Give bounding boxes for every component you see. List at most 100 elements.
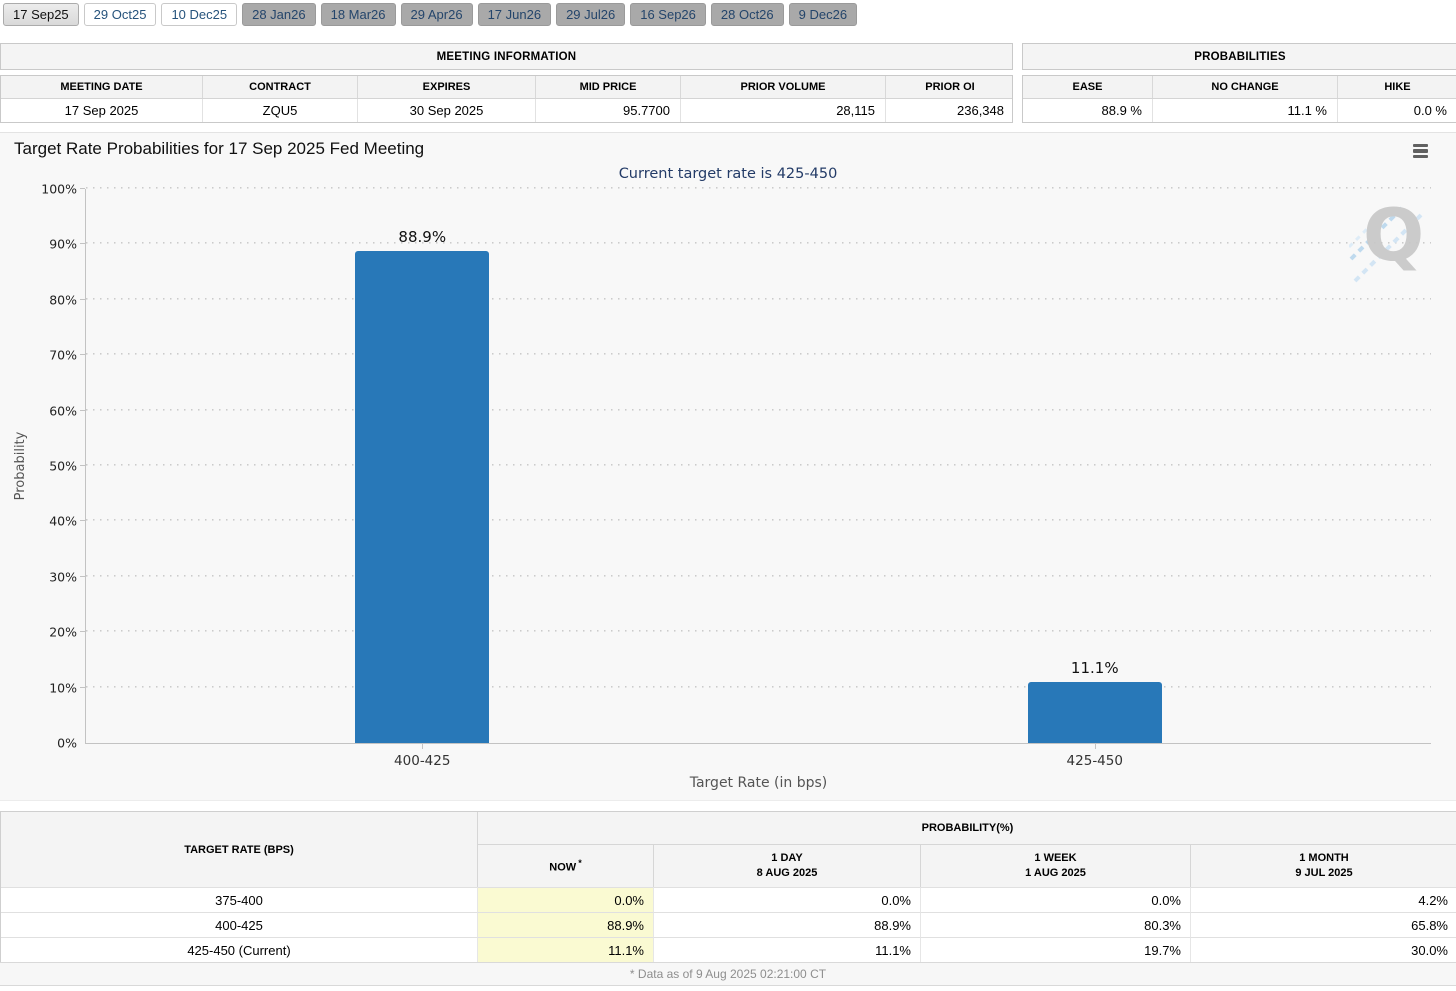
ease-value: 88.9 % [1023,99,1153,122]
week1-cell: 19.7% [921,937,1191,962]
header-mid-price: MID PRICE [536,76,681,98]
y-tick-mark [80,465,85,466]
gridline [86,353,1431,356]
y-tick-mark [80,298,85,300]
header-probability-group: PROBABILITY(%) [478,812,1456,845]
tab-10-dec25[interactable]: 10 Dec25 [161,3,238,26]
probabilities-row: 88.9 % 11.1 % 0.0 % [1023,99,1456,122]
probabilities-table: PROBABILITIES EASE NO CHANGE HIKE 88.9 %… [1022,43,1456,123]
now-asterisk: * [578,857,582,868]
prior-volume-value: 28,115 [681,99,886,122]
rate-cell: 375-400 [1,887,478,912]
gridline [86,574,1431,577]
y-tick-mark [80,243,85,245]
bar-425-450[interactable]: 11.1% [1027,659,1162,743]
tab-28-oct26[interactable]: 28 Oct26 [710,3,784,26]
x-category-label: 400-425 [394,753,451,769]
rate-cell: 400-425 [1,912,478,937]
history-row-400-425: 400-425 88.9% 88.9% 80.3% 65.8% [1,912,1456,937]
gridline [86,242,1431,245]
y-tick-mark [80,686,85,688]
meeting-date-tabbar: 17 Sep25 29 Oct25 10 Dec25 28 Jan26 18 M… [0,0,1456,30]
now-cell: 11.1% [478,937,654,962]
tab-16-sep26[interactable]: 16 Sep26 [630,3,706,26]
expires-value: 30 Sep 2025 [358,99,536,122]
y-tick-mark [80,409,85,411]
y-tick-label: 40% [49,513,77,529]
week1-cell: 80.3% [921,912,1191,937]
y-tick-mark [80,354,85,356]
header-1-month: 1 MONTH 9 JUL 2025 [1191,845,1456,887]
header-1-week: 1 WEEK 1 AUG 2025 [921,845,1191,887]
gridline [86,519,1431,522]
tab-28-jan26[interactable]: 28 Jan26 [242,3,316,26]
header-now: NOW * [478,845,654,887]
tab-29-oct25[interactable]: 29 Oct25 [83,3,157,26]
gridline [86,685,1431,688]
y-tick-label: 90% [49,236,77,252]
y-tick-label: 30% [49,569,77,585]
y-tick-mark [80,575,85,577]
gridline [86,464,1431,466]
y-tick-label: 20% [49,624,77,640]
tab-17-sep25[interactable]: 17 Sep25 [3,3,79,26]
quikstrike-watermark-logo: Q [1347,193,1429,289]
chart-subtitle: Current target rate is 425-450 [618,166,838,182]
rate-cell: 425-450 (Current) [1,937,478,962]
hamburger-menu-icon [1412,143,1428,148]
header-prior-oi: PRIOR OI [925,81,975,93]
watermark-lines [1347,203,1423,283]
tab-17-jun26[interactable]: 17 Jun26 [477,3,552,26]
header-1-day: 1 DAY 8 AUG 2025 [654,845,921,887]
header-hike: HIKE [1384,81,1411,93]
header-contract: CONTRACT [203,76,358,98]
header-no-change: NO CHANGE [1153,76,1338,98]
bar-rect [1027,681,1162,743]
tab-29-jul26[interactable]: 29 Jul26 [556,3,626,26]
tab-9-dec26[interactable]: 9 Dec26 [788,3,858,26]
chart-title: Target Rate Probabilities for 17 Sep 202… [14,139,425,158]
y-tick-label: 60% [49,403,77,419]
bar-rect [355,250,490,743]
x-axis-title: Target Rate (in bps) [689,775,828,791]
data-as-of-footnote: * Data as of 9 Aug 2025 02:21:00 CT [0,962,1456,986]
x-tick-mark [422,743,424,749]
chart-context-menu-button[interactable] [1408,141,1432,161]
mid-price-value: 95.7700 [536,99,681,122]
meeting-information-title: MEETING INFORMATION [0,43,1013,70]
probability-history-table: TARGET RATE (BPS) PROBABILITY(%) NOW * 1 … [0,811,1456,962]
info-tables-row: MEETING INFORMATION MEETING DATE CONTRAC… [0,43,1456,123]
now-cell: 88.9% [478,912,654,937]
history-row-425-450-current: 425-450 (Current) 11.1% 11.1% 19.7% 30.0… [1,937,1456,962]
month1-cell: 30.0% [1191,937,1456,962]
category-slot-425-450: 11.1% 425-450 [759,189,1432,769]
header-target-rate-bps: TARGET RATE (BPS) [1,812,478,887]
tab-18-mar26[interactable]: 18 Mar26 [320,3,396,26]
header-meeting-date: MEETING DATE [1,76,203,98]
meeting-information-row: 17 Sep 2025 ZQU5 30 Sep 2025 95.7700 28,… [1,99,1012,122]
y-tick-mark [80,631,85,633]
y-tick-label: 70% [49,347,77,363]
history-row-375-400: 375-400 0.0% 0.0% 0.0% 4.2% [1,887,1456,912]
y-tick-label: 80% [49,292,77,308]
header-ease: EASE [1023,76,1153,98]
meeting-information-headers: MEETING DATE CONTRACT EXPIRES MID PRICE … [1,76,1012,99]
bar-400-425[interactable]: 88.9% [355,228,490,743]
y-tick-label: 50% [49,458,77,474]
prior-oi-value: 236,348 [957,103,1004,118]
bar-value-label: 88.9% [398,227,447,246]
gridline [86,408,1431,411]
y-tick-mark [80,520,85,522]
month1-cell: 65.8% [1191,912,1456,937]
week1-cell: 0.0% [921,887,1191,912]
category-slot-400-425: 88.9% 400-425 [86,189,759,769]
bar-value-label: 11.1% [1070,658,1119,677]
tab-29-apr26[interactable]: 29 Apr26 [400,3,473,26]
day1-cell: 0.0% [654,887,921,912]
y-axis-title: Probability [12,431,28,501]
x-category-label: 425-450 [1066,753,1123,769]
y-tick-mark [80,188,85,189]
y-tick-label: 10% [49,680,77,696]
month1-cell: 4.2% [1191,887,1456,912]
watermark-q-letter: Q [1363,193,1425,277]
